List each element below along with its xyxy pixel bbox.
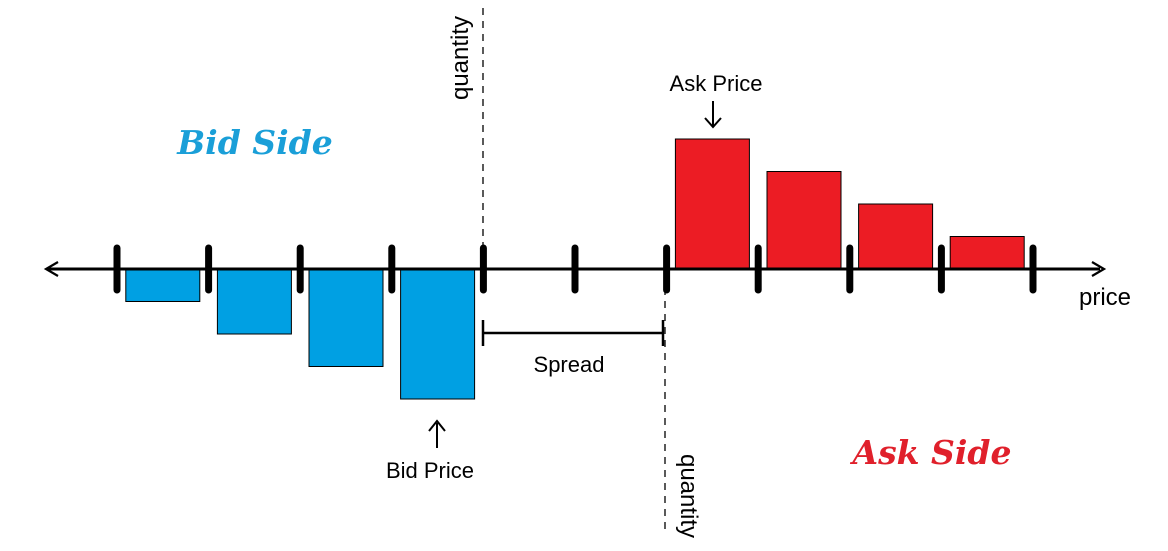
- bid-price-label: Bid Price: [386, 458, 474, 483]
- right-quantity-label: quantity: [675, 454, 702, 538]
- ask-bar: [766, 171, 842, 270]
- bid-side-label: Bid Side: [176, 123, 332, 162]
- left-quantity-label: quantity: [447, 16, 474, 100]
- bid-price-arrow: [428, 419, 446, 448]
- ask-side-label: Ask Side: [850, 433, 1012, 472]
- ask-price-arrow: [704, 101, 722, 129]
- ask-bar: [949, 236, 1025, 270]
- bid-bar: [125, 268, 201, 302]
- ask-bar: [858, 203, 934, 270]
- spread-label: Spread: [534, 352, 605, 377]
- price-axis-label: price: [1079, 284, 1131, 311]
- spread-bracket: [481, 320, 665, 346]
- left-arrowhead: [43, 261, 59, 277]
- ask-price-label: Ask Price: [670, 71, 763, 96]
- bid-bar: [400, 268, 476, 400]
- ask-bar: [674, 138, 750, 270]
- bid-bar: [308, 268, 384, 367]
- bid-bar: [216, 268, 292, 335]
- bars-group: [125, 138, 1025, 400]
- ticks-group: [113, 244, 1037, 294]
- right-arrowhead: [1091, 261, 1107, 277]
